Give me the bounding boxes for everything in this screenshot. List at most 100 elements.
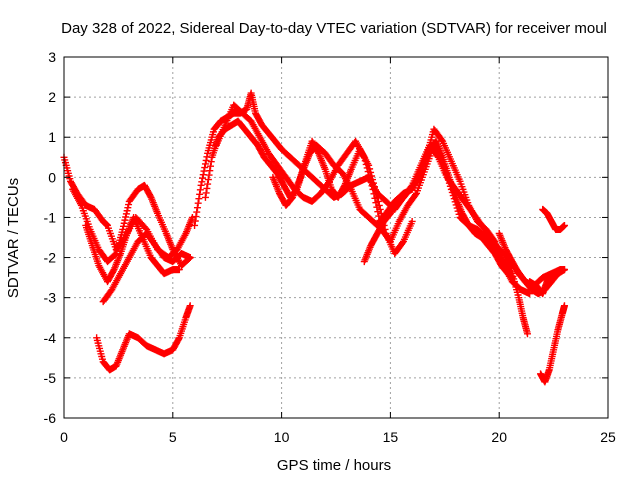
data-point xyxy=(196,190,204,198)
data-point xyxy=(369,176,377,184)
data-point xyxy=(370,183,378,191)
data-point xyxy=(560,302,568,310)
data-point xyxy=(373,193,381,201)
data-point xyxy=(194,199,202,207)
data-point xyxy=(121,216,129,224)
data-point xyxy=(199,174,207,182)
data-point xyxy=(186,254,194,262)
data-point xyxy=(523,330,531,338)
x-tick-label: 25 xyxy=(600,429,616,445)
x-tick-label: 15 xyxy=(383,429,399,445)
data-point xyxy=(371,186,379,194)
data-point xyxy=(207,158,215,166)
data-point xyxy=(375,201,383,209)
data-point xyxy=(206,167,214,175)
x-tick-label: 10 xyxy=(274,429,290,445)
data-point xyxy=(191,217,199,225)
data-point xyxy=(175,335,183,343)
data-series-10 xyxy=(360,137,512,278)
data-point xyxy=(202,189,210,197)
data-point xyxy=(111,250,119,258)
data-point xyxy=(204,180,212,188)
data-point xyxy=(175,266,183,274)
x-tick-label: 20 xyxy=(491,429,507,445)
data-point xyxy=(198,178,206,186)
data-series-12 xyxy=(502,254,531,338)
data-point xyxy=(560,221,568,229)
data-point xyxy=(340,183,348,191)
data-point xyxy=(374,197,382,205)
data-series-13 xyxy=(526,266,568,298)
y-tick-label: 3 xyxy=(48,49,56,65)
data-series-14 xyxy=(539,205,568,233)
data-point xyxy=(186,302,194,310)
data-point xyxy=(195,195,203,203)
y-tick-label: -2 xyxy=(44,250,57,266)
x-tick-label: 5 xyxy=(169,429,177,445)
data-point xyxy=(367,168,375,176)
x-tick-label: 0 xyxy=(60,429,68,445)
data-point xyxy=(120,219,128,227)
data-series-9 xyxy=(269,137,416,258)
data-point xyxy=(377,209,385,217)
data-point xyxy=(193,204,201,212)
data-point xyxy=(202,156,210,164)
data-point xyxy=(207,162,215,170)
data-point xyxy=(124,204,132,212)
data-point xyxy=(119,222,127,230)
data-point xyxy=(197,181,205,189)
data-point xyxy=(365,161,373,169)
data-point xyxy=(372,190,380,198)
data-point xyxy=(526,290,534,298)
data-point xyxy=(314,148,322,156)
axis-ticks: 0 5 10 15 20 25 -6 -5 -4 -3 -2 -1 0 1 2 3 xyxy=(44,49,616,445)
y-tick-label: 1 xyxy=(48,129,56,145)
y-tick-label: -4 xyxy=(44,330,57,346)
plot-area xyxy=(60,89,568,386)
data-point xyxy=(188,213,196,221)
plot-frame xyxy=(63,56,609,419)
data-point xyxy=(368,172,376,180)
data-point xyxy=(201,160,209,168)
data-point xyxy=(192,213,200,221)
data-point xyxy=(146,192,154,200)
data-point xyxy=(376,205,384,213)
chart-title: Day 328 of 2022, Sidereal Day-to-day VTE… xyxy=(61,20,607,37)
data-point xyxy=(398,239,406,247)
data-point xyxy=(193,208,201,216)
data-point xyxy=(503,269,511,277)
data-point xyxy=(408,217,416,225)
data-series-15 xyxy=(537,302,568,386)
data-point xyxy=(109,267,117,275)
y-tick-label: 2 xyxy=(48,89,56,105)
data-point xyxy=(438,136,446,144)
y-tick-label: -1 xyxy=(44,209,57,225)
data-point xyxy=(560,266,568,274)
data-point xyxy=(205,171,213,179)
data-point xyxy=(412,191,420,199)
x-axis-title: GPS time / hours xyxy=(277,457,391,474)
data-point xyxy=(204,176,212,184)
y-tick-label: 0 xyxy=(48,169,56,185)
data-point xyxy=(201,164,209,172)
data-series-3 xyxy=(82,213,183,286)
y-tick-label: -3 xyxy=(44,290,57,306)
data-point xyxy=(196,186,204,194)
data-point xyxy=(123,207,131,215)
data-point xyxy=(366,165,374,173)
y-tick-label: -5 xyxy=(44,370,57,386)
data-point xyxy=(191,221,199,229)
y-axis-title: SDTVAR / TECUs xyxy=(5,178,22,298)
data-point xyxy=(141,224,149,232)
data-point xyxy=(122,213,130,221)
data-point xyxy=(201,193,209,201)
y-tick-label: -6 xyxy=(44,410,57,426)
data-series-5 xyxy=(93,302,194,374)
data-point xyxy=(122,210,130,218)
data-series-2 xyxy=(69,181,194,270)
data-point xyxy=(125,201,133,209)
data-series-4 xyxy=(99,229,194,306)
data-point xyxy=(369,179,377,187)
